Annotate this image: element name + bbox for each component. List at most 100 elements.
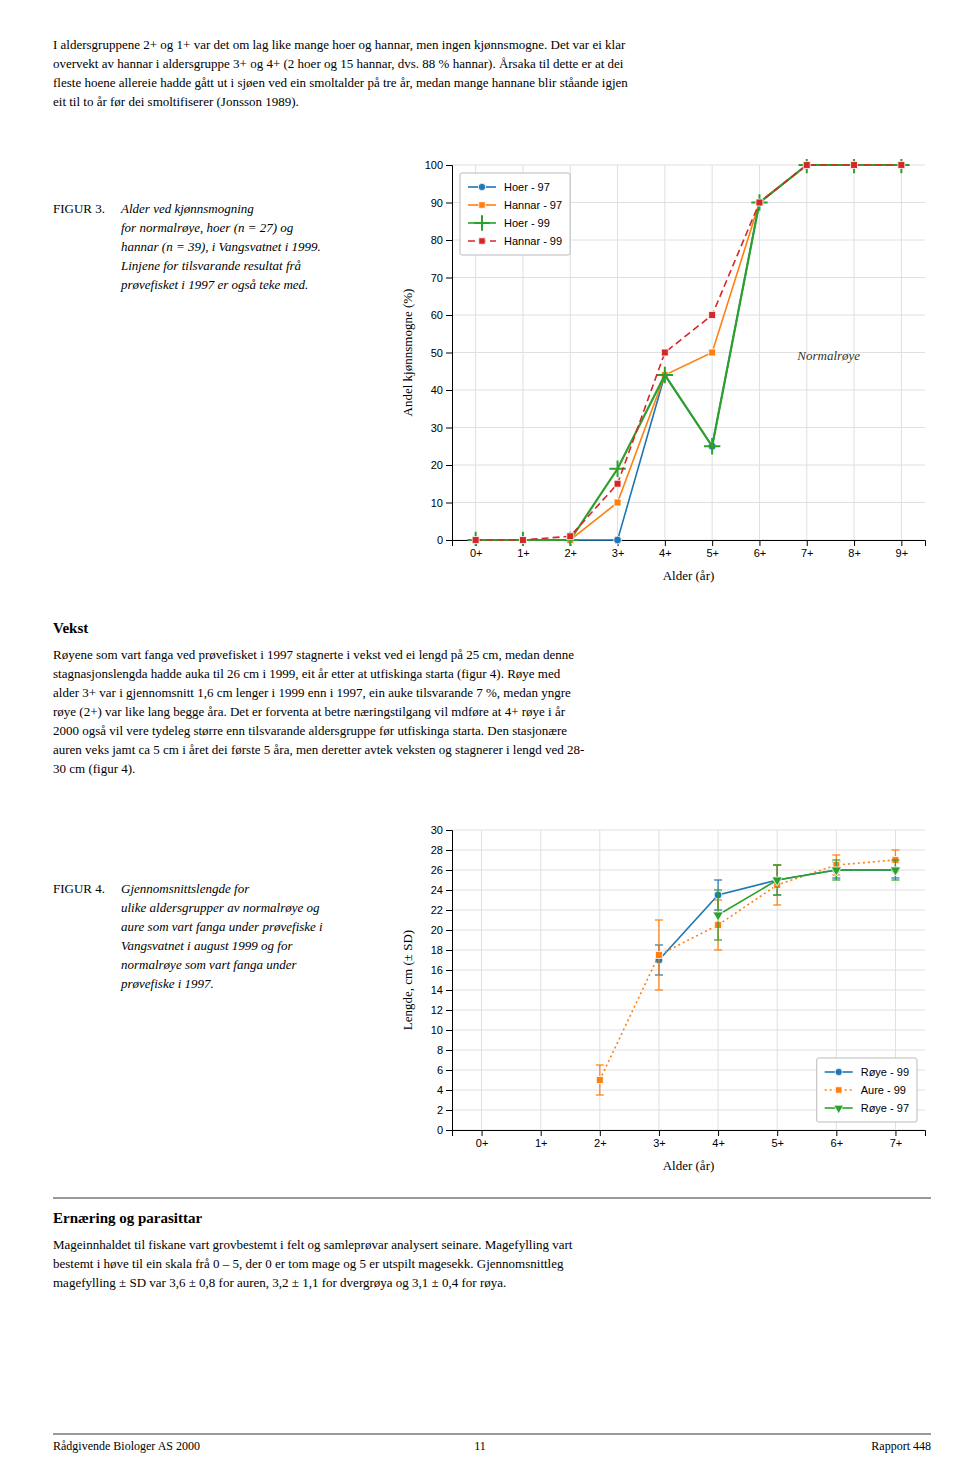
tick-label: 20 bbox=[431, 924, 443, 936]
legend-item: Hannar - 99 bbox=[468, 235, 562, 247]
tick-label: 8+ bbox=[848, 547, 861, 559]
tick: 6+ bbox=[831, 1130, 844, 1149]
error-bar-cap bbox=[891, 859, 899, 860]
tick-mark bbox=[446, 870, 452, 871]
tick-mark bbox=[446, 1070, 452, 1071]
tick-label: 9+ bbox=[896, 547, 909, 559]
series-line bbox=[659, 870, 896, 960]
grid-line bbox=[901, 165, 902, 540]
legend-marker bbox=[479, 202, 485, 208]
grid-line bbox=[718, 830, 719, 1130]
tick-label: 3+ bbox=[653, 1137, 666, 1149]
tick: 22 bbox=[431, 904, 452, 916]
point bbox=[846, 159, 862, 173]
tick-mark bbox=[712, 540, 713, 546]
tick-mark bbox=[659, 1130, 660, 1136]
grid-line bbox=[452, 1050, 925, 1051]
point bbox=[596, 1077, 603, 1084]
error-bar-cap bbox=[655, 919, 663, 920]
tick: 60 bbox=[431, 309, 452, 321]
error-bar-cap bbox=[596, 1064, 604, 1065]
tick-mark bbox=[446, 203, 452, 204]
tick-label: 1+ bbox=[535, 1137, 548, 1149]
tick-label: 24 bbox=[431, 884, 443, 896]
error-bar-cap bbox=[596, 1094, 604, 1095]
tick: 90 bbox=[431, 197, 452, 209]
tick-label: 10 bbox=[431, 497, 443, 509]
legend-marker bbox=[479, 238, 485, 244]
tick-mark bbox=[541, 1130, 542, 1136]
chart: 01020304050607080901000+1+2+3+4+5+6+7+8+… bbox=[400, 157, 926, 583]
tick: 1+ bbox=[535, 1130, 548, 1149]
legend-label: Røye - 97 bbox=[861, 1102, 909, 1114]
point bbox=[614, 480, 621, 487]
grid-line bbox=[452, 1030, 925, 1031]
legend-marker bbox=[474, 215, 489, 230]
paragraph: Røyene som vart fanga ved prøvefisket i … bbox=[53, 647, 584, 776]
footer: 11 bbox=[474, 1439, 486, 1453]
error-bar-cap bbox=[891, 879, 899, 880]
axis-title: Andel kjønnsmogne (%) bbox=[400, 289, 415, 417]
tick-mark bbox=[446, 1030, 452, 1031]
legend-label: Hannar - 99 bbox=[504, 235, 562, 247]
tick-mark bbox=[854, 540, 855, 546]
point bbox=[472, 536, 480, 544]
series bbox=[467, 159, 909, 546]
series-line bbox=[476, 165, 902, 540]
point bbox=[709, 312, 716, 319]
legend-marker bbox=[834, 1105, 844, 1114]
tick: 8 bbox=[437, 1044, 452, 1056]
point bbox=[756, 199, 764, 207]
axis-domain bbox=[446, 166, 453, 541]
error-bar-cap bbox=[773, 864, 781, 865]
tick-label: 26 bbox=[431, 864, 443, 876]
tick: 40 bbox=[431, 384, 452, 396]
page: I aldersgruppene 2+ og 1+ var det om lag… bbox=[0, 0, 960, 1484]
point bbox=[519, 537, 526, 544]
grid-line bbox=[481, 830, 482, 1130]
tick-mark bbox=[446, 1110, 452, 1111]
series bbox=[472, 162, 905, 544]
tick-label: 8 bbox=[437, 1044, 443, 1056]
tick-mark bbox=[446, 540, 452, 541]
figure-caption: Gjennomsnittslengde forulike aldersgrupp… bbox=[120, 881, 323, 991]
tick: 30 bbox=[431, 824, 452, 836]
tick-label: 30 bbox=[431, 422, 443, 434]
tick-mark bbox=[446, 930, 452, 931]
error-bar-cap bbox=[773, 894, 781, 895]
tick-label: 7+ bbox=[801, 547, 814, 559]
heading: Vekst bbox=[53, 620, 88, 636]
page-text: I aldersgruppene 2+ og 1+ var det om lag… bbox=[53, 37, 931, 1453]
tick: 2+ bbox=[594, 1130, 607, 1149]
point bbox=[614, 536, 622, 544]
tick-label: 7+ bbox=[890, 1137, 903, 1149]
tick-label: 6 bbox=[437, 1064, 443, 1076]
point bbox=[704, 438, 720, 454]
tick: 30 bbox=[431, 422, 452, 434]
legend-box bbox=[817, 1058, 917, 1122]
point bbox=[799, 159, 815, 173]
figure-label: FIGUR 3. bbox=[53, 201, 105, 216]
grid-line bbox=[759, 165, 760, 540]
y-axis: 0102030405060708090100 bbox=[425, 159, 453, 546]
series-line bbox=[718, 870, 895, 915]
series bbox=[713, 860, 901, 940]
tick: 18 bbox=[431, 944, 452, 956]
legend-label: Røye - 99 bbox=[861, 1066, 909, 1078]
axis-domain bbox=[446, 831, 453, 1131]
tick-mark bbox=[446, 1050, 452, 1051]
tick: 2 bbox=[437, 1104, 452, 1116]
legend-label: Aure - 99 bbox=[861, 1084, 906, 1096]
point bbox=[567, 533, 574, 540]
point bbox=[562, 532, 578, 546]
grid bbox=[452, 830, 925, 1130]
axis-domain bbox=[453, 1131, 926, 1137]
point bbox=[467, 532, 483, 546]
tick-label: 100 bbox=[425, 159, 443, 171]
error-bar bbox=[655, 920, 663, 990]
tick-mark bbox=[777, 1130, 778, 1136]
tick-label: 80 bbox=[431, 234, 443, 246]
tick: 24 bbox=[431, 884, 452, 896]
legend-box bbox=[460, 173, 570, 255]
legend-marker bbox=[835, 1087, 841, 1093]
